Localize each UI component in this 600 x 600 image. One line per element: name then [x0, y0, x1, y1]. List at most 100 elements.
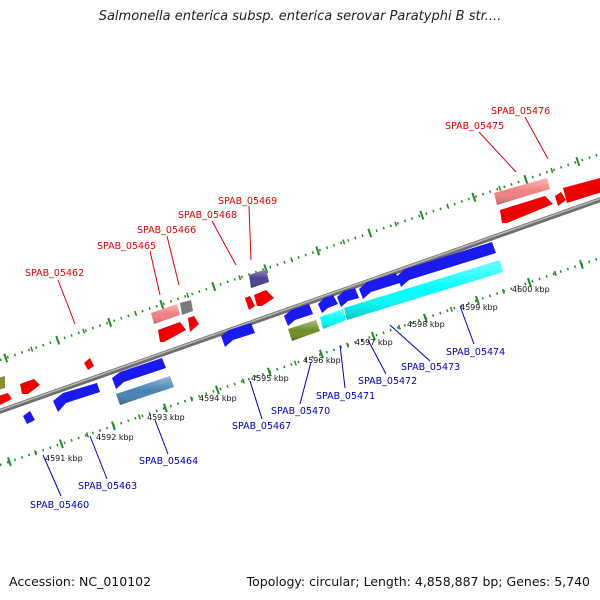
gene-label: SPAB_05476 — [491, 106, 550, 117]
map-title: Salmonella enterica subsp. enterica sero… — [98, 9, 502, 24]
gene-label: SPAB_05474 — [446, 347, 505, 358]
ruler-tick — [501, 288, 505, 294]
ruler-tick — [33, 450, 37, 456]
kbp-label: 4599 kbp — [460, 303, 498, 312]
gene-label: SPAB_05468 — [178, 210, 237, 221]
gene-reverse[interactable] — [318, 295, 338, 313]
gene-reverse[interactable] — [23, 411, 35, 424]
gene-label: SPAB_05464 — [139, 456, 198, 467]
reverse-gene-labels — [42, 305, 475, 497]
ruler-tick — [30, 346, 34, 352]
ruler-tick — [267, 367, 272, 377]
kbp-labels: 4591 kbp 4592 kbp 4593 kbp 4594 kbp 4595… — [45, 285, 550, 463]
gene-reverse[interactable] — [397, 242, 496, 287]
reverse-gene-label-texts: SPAB_05460 SPAB_05463 SPAB_05464 SPAB_05… — [30, 347, 505, 511]
ruler-tick — [370, 331, 376, 341]
gene-forward[interactable] — [254, 290, 274, 306]
gene-forward[interactable] — [158, 322, 186, 342]
ruler-tick — [397, 324, 401, 330]
ruler-tick — [394, 221, 398, 227]
genome-backbone — [0, 197, 600, 414]
ruler-tick — [419, 210, 425, 220]
ruler-tick — [290, 257, 294, 263]
gene-forward[interactable] — [0, 393, 12, 406]
gene-forward[interactable] — [563, 178, 600, 203]
kbp-label: 4595 kbp — [251, 374, 289, 383]
ruler-tick — [498, 185, 502, 191]
forward-genes — [0, 178, 600, 406]
gene-forward-purple[interactable] — [249, 269, 269, 288]
ruler-tick — [186, 292, 190, 299]
ruler-tick — [523, 174, 529, 185]
ruler-tick — [241, 378, 245, 384]
gene-label: SPAB_05472 — [358, 376, 417, 387]
gene-reverse[interactable] — [221, 323, 255, 347]
gene-label: SPAB_05462 — [25, 268, 84, 279]
kbp-label: 4596 kbp — [303, 356, 341, 365]
ruler-tick — [134, 310, 138, 317]
gene-label: SPAB_05465 — [97, 241, 156, 252]
ruler-tick — [553, 270, 557, 277]
gene-reverse[interactable] — [53, 383, 100, 412]
ruler-tick — [526, 277, 532, 287]
ruler-tick — [342, 239, 346, 245]
gene-forward-light[interactable] — [494, 178, 550, 205]
ruler-tick — [163, 403, 168, 413]
gene-reverse[interactable] — [337, 288, 359, 307]
forward-ruler — [0, 152, 600, 362]
ruler-tick — [111, 421, 116, 431]
ruler-tick — [318, 349, 324, 359]
kbp-label: 4594 kbp — [199, 394, 237, 403]
kbp-label: 4598 kbp — [407, 320, 445, 329]
ruler-tick — [159, 299, 165, 310]
gene-forward[interactable] — [245, 296, 255, 310]
gene-reverse-olive[interactable] — [288, 320, 320, 341]
ruler-tick — [471, 192, 477, 202]
kbp-label: 4593 kbp — [147, 413, 185, 422]
gene-forward[interactable] — [188, 316, 199, 332]
gene-label: SPAB_05475 — [445, 121, 504, 132]
forward-gene-label-texts: SPAB_05462 SPAB_05465 SPAB_05466 SPAB_05… — [25, 106, 550, 279]
gene-reverse[interactable] — [284, 304, 313, 326]
ruler-tick — [263, 264, 269, 274]
ruler-tick — [345, 342, 349, 348]
ruler-tick — [446, 203, 450, 209]
ruler-tick — [293, 360, 297, 366]
gene-reverse[interactable] — [359, 273, 400, 299]
gene-reverse[interactable] — [112, 358, 166, 389]
gene-forward[interactable] — [20, 379, 40, 394]
ruler-tick — [215, 385, 220, 395]
reverse-ruler — [0, 256, 600, 467]
ruler-tick — [367, 228, 373, 238]
ruler-tick — [137, 414, 141, 420]
gene-label: SPAB_05466 — [137, 225, 196, 236]
ruler-tick — [422, 313, 428, 323]
gene-forward[interactable] — [84, 358, 94, 370]
kbp-label: 4591 kbp — [45, 454, 83, 463]
ruler-tick — [578, 259, 584, 270]
gene-forward[interactable] — [555, 192, 566, 206]
gene-reverse-cyan[interactable] — [320, 260, 503, 329]
topology-text: Topology: circular; Length: 4,858,887 bp… — [246, 574, 590, 589]
gene-forward-gray[interactable] — [180, 300, 193, 315]
gene-reverse-steel[interactable] — [116, 376, 174, 405]
gene-label: SPAB_05471 — [316, 391, 375, 402]
forward-gene-labels — [57, 116, 549, 325]
ruler-tick — [107, 317, 113, 327]
gene-label: SPAB_05463 — [78, 481, 137, 492]
gene-forward[interactable] — [0, 376, 5, 390]
gene-forward-light[interactable] — [151, 304, 180, 324]
kbp-label: 4592 kbp — [96, 433, 134, 442]
ruler-tick — [7, 457, 12, 467]
kbp-label: 4600 kbp — [512, 285, 550, 294]
ruler-tick — [575, 157, 581, 167]
gene-label: SPAB_05467 — [232, 421, 291, 432]
ruler-tick — [449, 306, 453, 312]
ruler-tick — [59, 439, 64, 449]
ruler-tick — [315, 246, 321, 256]
ruler-ticks — [3, 157, 584, 467]
kbp-label: 4597 kbp — [355, 338, 393, 347]
gene-forward[interactable] — [500, 196, 553, 223]
ruler-tick — [55, 335, 61, 345]
